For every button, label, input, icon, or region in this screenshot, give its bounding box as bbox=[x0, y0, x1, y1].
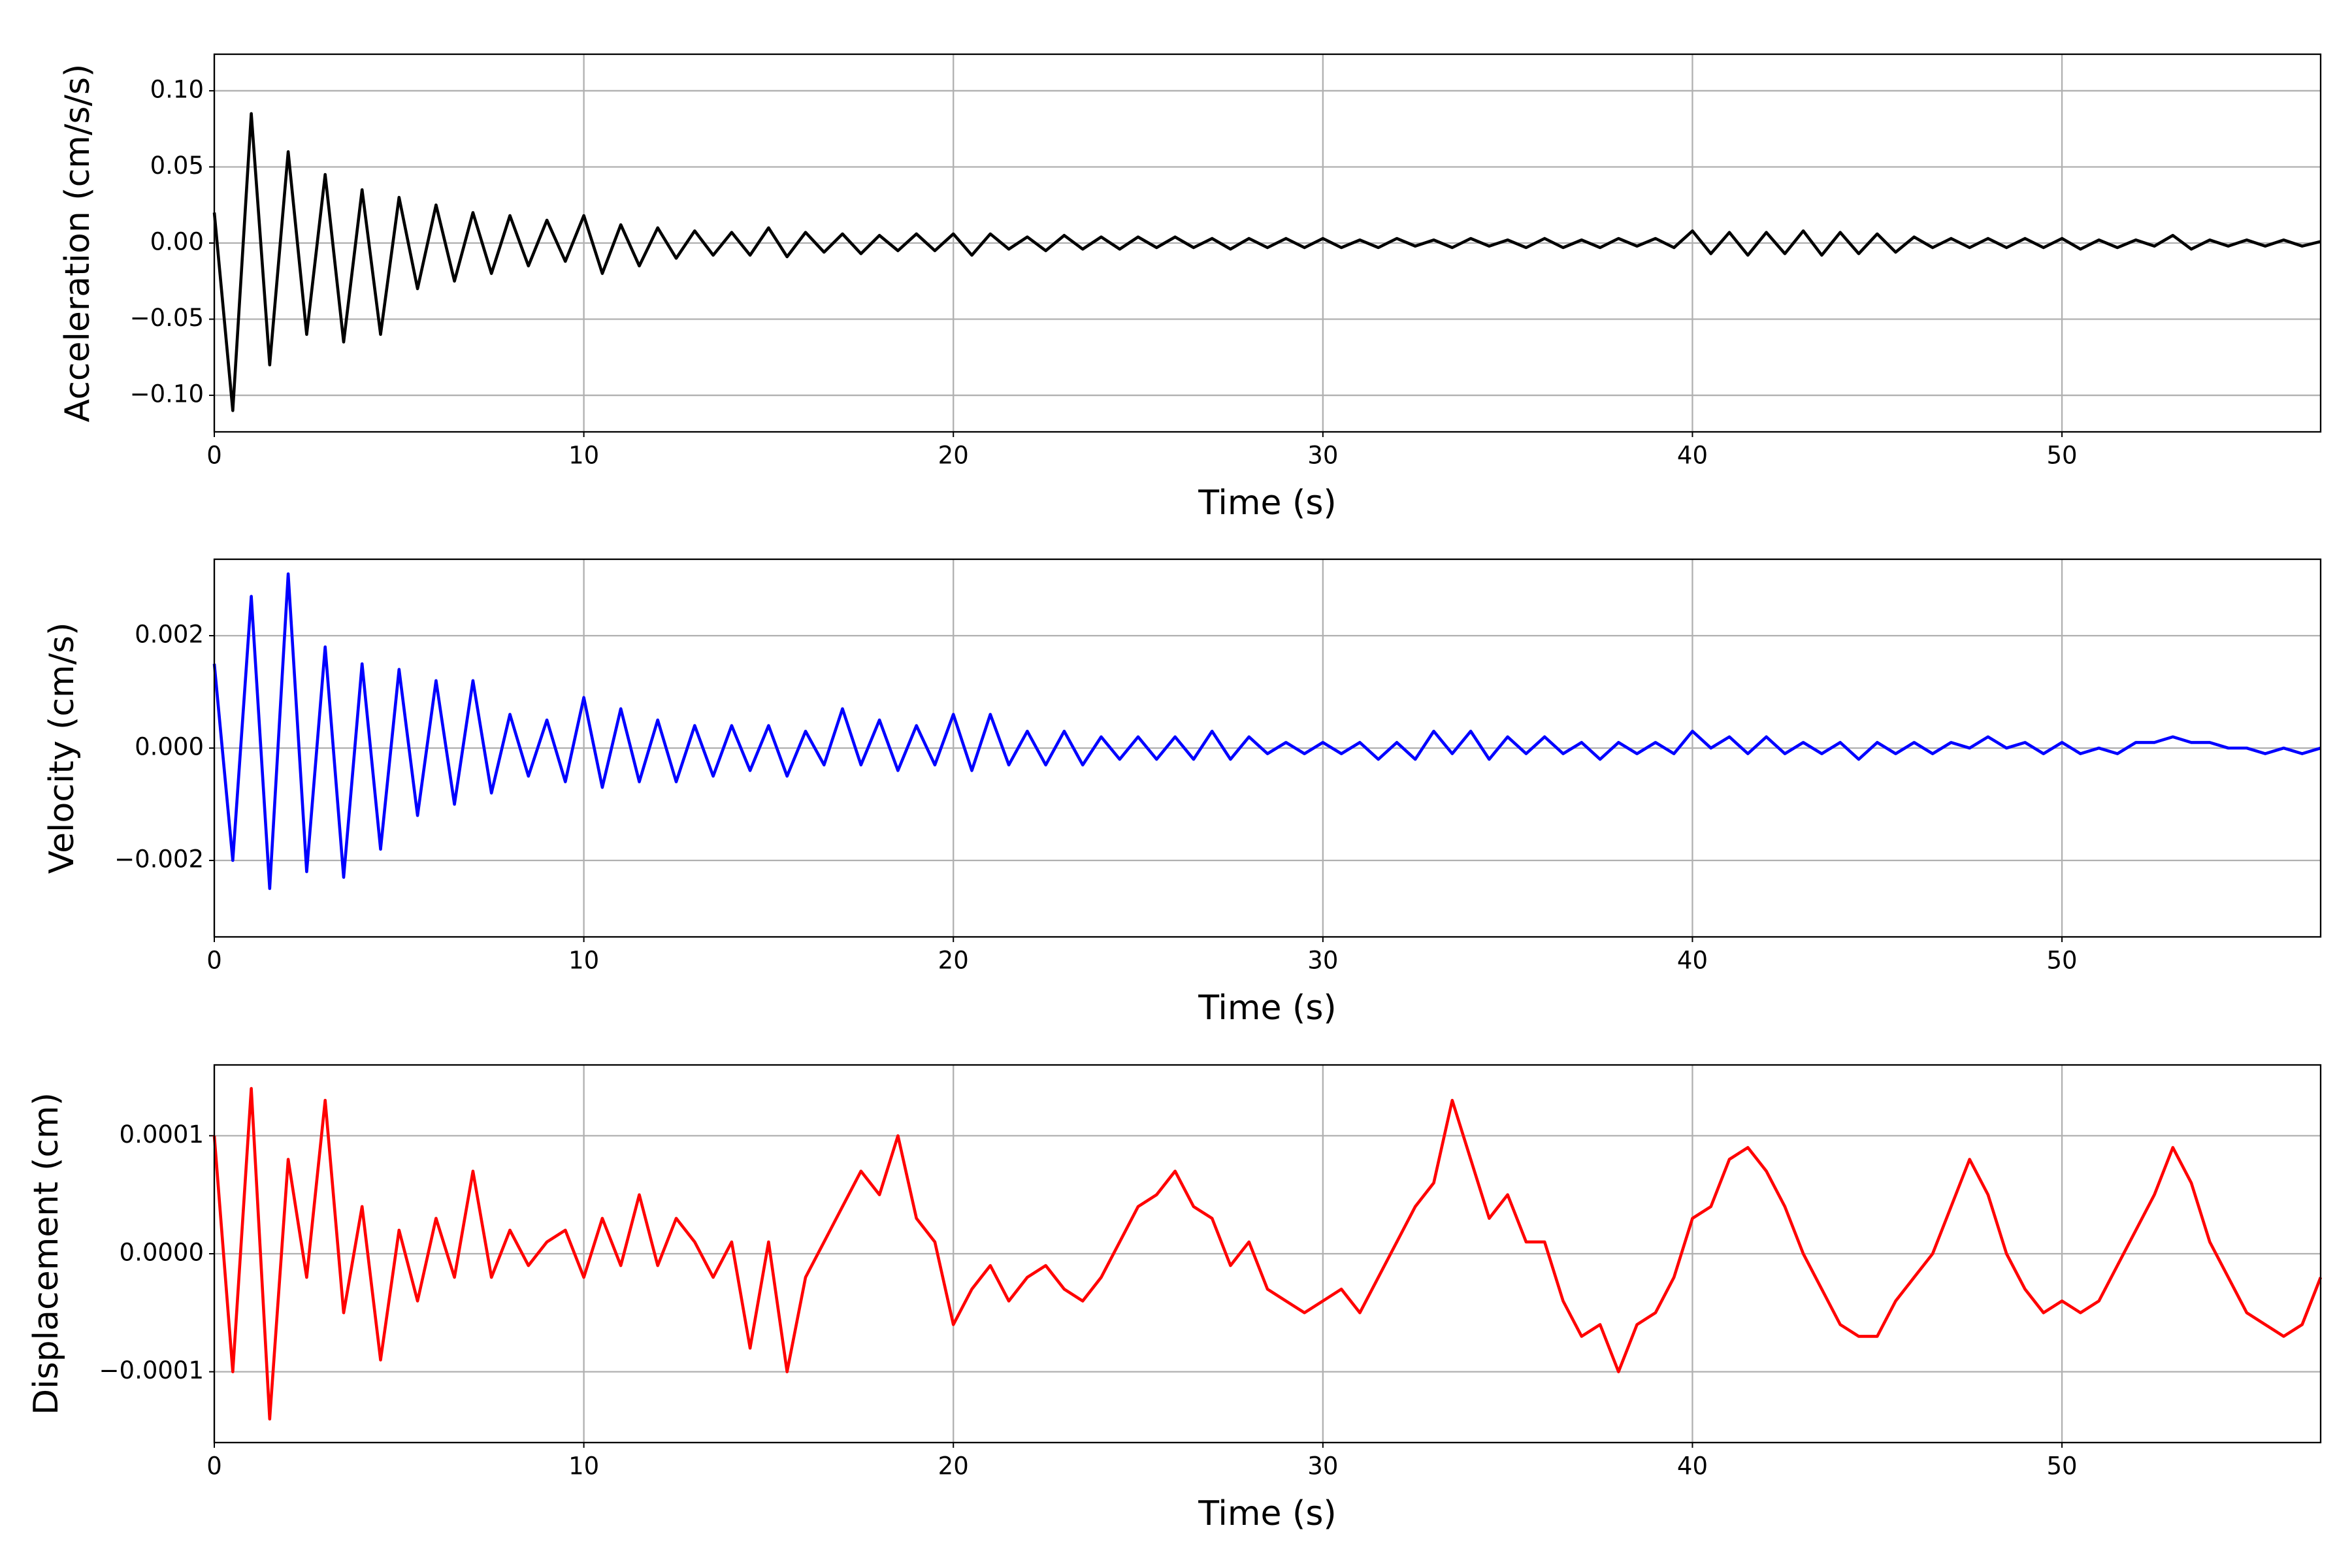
x-axis-label: Time (s) bbox=[1198, 1494, 1336, 1533]
y-axis-label: Velocity (cm/s) bbox=[42, 623, 82, 874]
y-tick-label: 0.00 bbox=[150, 228, 204, 256]
x-tick-label: 40 bbox=[1677, 947, 1708, 975]
x-tick-label: 20 bbox=[938, 947, 969, 975]
x-tick-label: 10 bbox=[568, 1452, 599, 1480]
y-tick-label: −0.10 bbox=[130, 380, 204, 408]
x-tick-label: 50 bbox=[2047, 947, 2078, 975]
x-tick-label: 30 bbox=[1307, 1452, 1338, 1480]
y-tick-label: −0.002 bbox=[114, 845, 204, 874]
y-tick-label: 0.000 bbox=[135, 733, 204, 761]
x-tick-label: 50 bbox=[2047, 1452, 2078, 1480]
y-tick-label: 0.05 bbox=[150, 152, 204, 180]
axes-frame bbox=[213, 53, 2322, 433]
x-tick-label: 10 bbox=[568, 947, 599, 975]
y-tick-label: −0.0001 bbox=[99, 1356, 204, 1384]
x-tick-label: 0 bbox=[206, 1452, 222, 1480]
y-tick-label: −0.05 bbox=[130, 304, 204, 332]
x-tick-label: 20 bbox=[938, 1452, 969, 1480]
x-axis-label: Time (s) bbox=[1198, 483, 1336, 523]
x-tick-label: 40 bbox=[1677, 442, 1708, 470]
x-tick-label: 50 bbox=[2047, 442, 2078, 470]
axes-frame bbox=[213, 558, 2322, 938]
signal-line bbox=[212, 1086, 2323, 1421]
y-axis-label: Displacement (cm) bbox=[27, 1092, 66, 1415]
x-tick-label: 0 bbox=[206, 947, 222, 975]
x-axis-label: Time (s) bbox=[1198, 988, 1336, 1028]
x-tick-label: 0 bbox=[206, 442, 222, 470]
signal-line bbox=[212, 572, 2321, 890]
y-tick-label: 0.10 bbox=[150, 75, 204, 103]
y-tick-label: 0.002 bbox=[135, 620, 204, 648]
x-tick-label: 40 bbox=[1677, 1452, 1708, 1480]
y-axis-label: Acceleration (cm/s/s) bbox=[58, 64, 97, 423]
y-tick-label: 0.0000 bbox=[120, 1239, 204, 1267]
axes-frame bbox=[213, 1064, 2322, 1444]
y-tick-label: 0.0001 bbox=[120, 1120, 204, 1149]
x-tick-label: 10 bbox=[568, 442, 599, 470]
x-tick-label: 20 bbox=[938, 442, 969, 470]
signal-line bbox=[212, 112, 2321, 412]
x-tick-label: 30 bbox=[1307, 947, 1338, 975]
x-tick-label: 30 bbox=[1307, 442, 1338, 470]
